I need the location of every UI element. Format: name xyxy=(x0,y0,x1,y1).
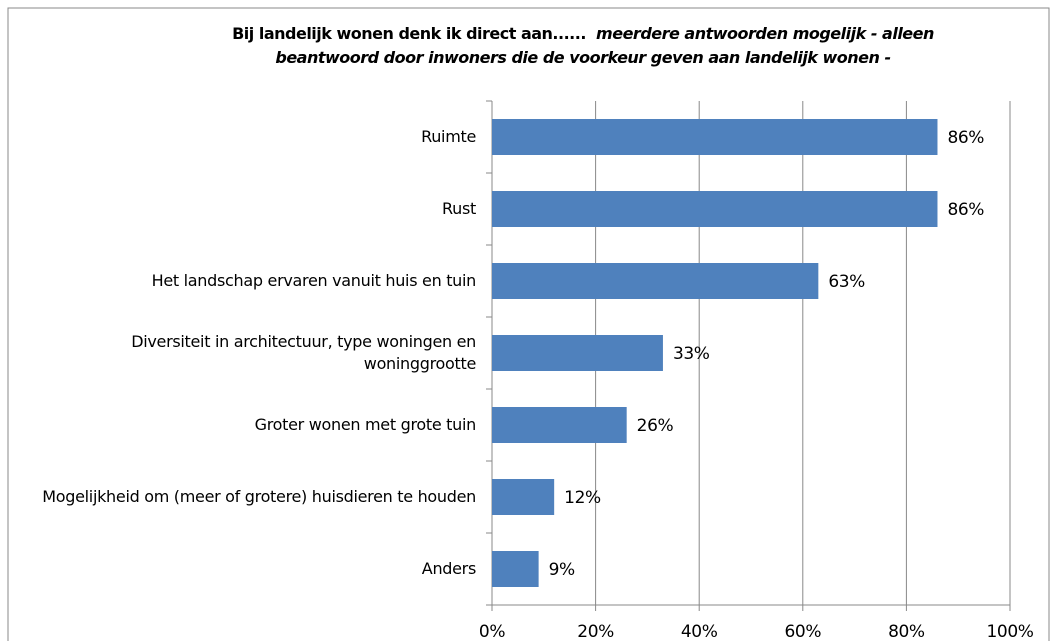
data-label: 26% xyxy=(637,416,674,436)
bar xyxy=(492,119,938,155)
chart-title-block: Bij landelijk wonen denk ik direct aan..… xyxy=(180,22,986,70)
data-label: 9% xyxy=(549,560,575,580)
data-label: 33% xyxy=(673,344,710,364)
x-tick-label: 60% xyxy=(785,622,822,641)
data-label: 86% xyxy=(947,200,984,220)
data-label: 12% xyxy=(564,488,601,508)
y-tick-label: Groter wonen met grote tuin xyxy=(254,415,477,434)
y-tick-label: Anders xyxy=(421,559,477,578)
y-tick-label: Mogelijkheid om (meer of grotere) huisdi… xyxy=(42,487,476,506)
bar xyxy=(492,191,938,227)
bar xyxy=(492,335,663,371)
chart-frame xyxy=(7,7,1050,641)
y-tick-label: Rust xyxy=(442,199,476,218)
chart-subtitle: meerdere antwoorden mogelijk - alleen be… xyxy=(275,24,934,67)
x-tick-label: 20% xyxy=(577,622,614,641)
bar xyxy=(492,263,819,299)
data-label: 63% xyxy=(828,272,865,292)
x-tick-label: 0% xyxy=(479,622,505,641)
x-tick-label: 40% xyxy=(681,622,718,641)
data-label: 86% xyxy=(947,128,984,148)
x-tick-label: 80% xyxy=(888,622,925,641)
y-tick-label: Ruimte xyxy=(421,127,476,146)
chart-title: Bij landelijk wonen denk ik direct aan..… xyxy=(232,24,586,43)
y-tick-label: Het landschap ervaren vanuit huis en tui… xyxy=(151,271,477,290)
bar xyxy=(492,551,539,587)
y-tick-label: Diversiteit in architectuur, type woning… xyxy=(131,332,476,373)
x-tick-label: 100% xyxy=(986,622,1033,641)
bar xyxy=(492,407,627,443)
bar xyxy=(492,479,555,515)
